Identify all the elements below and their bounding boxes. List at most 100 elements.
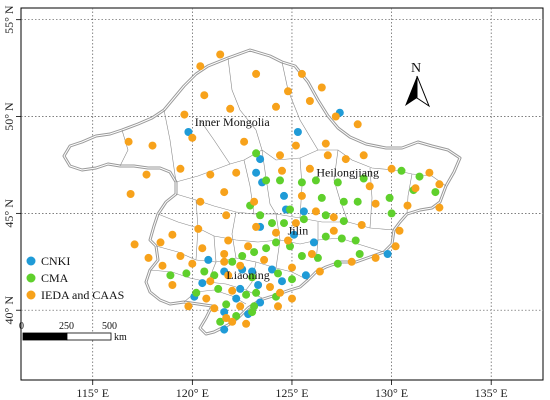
scale-label-250: 250 <box>59 321 74 332</box>
point-ieda-and-caas <box>250 197 259 206</box>
point-cma <box>297 252 306 260</box>
north-arrow-label: N <box>411 61 421 76</box>
point-ieda-and-caas <box>226 104 235 113</box>
latitude-label: 40° N <box>2 296 16 325</box>
point-ieda-and-caas <box>144 253 153 262</box>
region-label-heilongjiang: Heilongjiang <box>316 166 379 180</box>
point-ieda-and-caas <box>220 257 229 266</box>
point-cma <box>182 269 191 278</box>
point-ieda-and-caas <box>224 236 233 245</box>
point-ieda-and-caas <box>176 252 185 260</box>
region-label-jilin: Jilin <box>288 224 309 238</box>
point-cma <box>415 172 424 181</box>
point-cnki <box>184 128 193 136</box>
point-cnki <box>198 279 207 288</box>
point-cma <box>333 259 342 268</box>
point-cma <box>431 188 440 197</box>
point-ieda-and-caas <box>357 221 366 229</box>
point-ieda-and-caas <box>252 222 261 231</box>
point-cma <box>228 257 237 266</box>
point-cnki <box>290 230 298 239</box>
point-ieda-and-caas <box>196 197 205 206</box>
point-cma <box>214 284 223 293</box>
point-cma <box>385 193 394 202</box>
point-ieda-and-caas <box>403 201 412 210</box>
point-ieda-and-caas <box>276 288 284 297</box>
scale-unit: km <box>114 332 127 343</box>
point-cnki <box>256 298 265 307</box>
point-ieda-and-caas <box>307 250 316 258</box>
point-ieda-and-caas <box>305 164 314 173</box>
point-ieda-and-caas <box>222 314 231 322</box>
point-ieda-and-caas <box>315 267 324 276</box>
point-ieda-and-caas <box>387 164 396 173</box>
point-cma <box>268 219 276 228</box>
legend-marker-cma <box>26 273 36 283</box>
point-ieda-and-caas <box>124 137 133 146</box>
point-cnki <box>278 277 286 286</box>
point-ieda-and-caas <box>395 226 404 235</box>
region-label-liaoning: Liaoning <box>226 268 269 282</box>
point-ieda-and-caas <box>224 271 233 280</box>
point-cnki <box>220 325 229 334</box>
point-cma <box>355 250 364 258</box>
point-cma <box>256 211 265 220</box>
point-cma <box>359 174 368 183</box>
point-cma <box>339 197 348 206</box>
point-cma <box>299 215 308 224</box>
point-ieda-and-caas <box>142 170 151 179</box>
northeast-china-outline-inner <box>63 49 461 335</box>
point-ieda-and-caas <box>200 91 209 100</box>
point-ieda-and-caas <box>272 228 280 237</box>
point-ieda-and-caas <box>188 133 197 142</box>
point-ieda-and-caas <box>220 188 229 197</box>
point-cma <box>216 317 225 326</box>
point-ieda-and-caas <box>202 294 211 303</box>
latitude-label: 50° N <box>2 102 16 131</box>
point-cma <box>333 178 342 187</box>
point-cma <box>252 288 261 297</box>
point-cnki <box>383 250 392 258</box>
longitude-label: 130° E <box>375 386 408 400</box>
point-ieda-and-caas <box>176 164 185 173</box>
point-cma <box>166 271 175 280</box>
point-ieda-and-caas <box>188 259 197 268</box>
point-ieda-and-caas <box>411 184 420 193</box>
point-ieda-and-caas <box>353 120 362 129</box>
point-ieda-and-caas <box>196 62 205 71</box>
point-cma <box>238 252 247 260</box>
point-cma <box>387 209 396 218</box>
point-ieda-and-caas <box>329 226 338 235</box>
latitude-label: 55° N <box>2 5 16 34</box>
point-cma <box>351 236 360 245</box>
scale-label-0: 0 <box>19 321 24 332</box>
point-cma <box>250 248 259 257</box>
point-ieda-and-caas <box>266 283 274 291</box>
point-ieda-and-caas <box>291 219 300 228</box>
point-cnki <box>236 284 245 293</box>
point-cnki <box>301 271 310 280</box>
point-ieda-and-caas <box>168 281 177 289</box>
point-ieda-and-caas <box>220 250 229 258</box>
point-cnki <box>309 238 318 247</box>
point-ieda-and-caas <box>278 166 286 175</box>
legend-marker-ieda-caas <box>26 290 36 300</box>
point-cma <box>297 178 306 187</box>
point-ieda-and-caas <box>198 244 207 253</box>
point-cnki <box>293 128 302 136</box>
point-ieda-and-caas <box>272 102 280 111</box>
point-cma <box>286 205 294 214</box>
point-cma <box>353 197 362 206</box>
point-cma <box>242 290 251 299</box>
point-ieda-and-caas <box>284 87 292 96</box>
longitude-label: 120° E <box>176 386 209 400</box>
point-ieda-and-caas <box>236 261 245 270</box>
longitude-label: 125° E <box>275 386 308 400</box>
point-ieda-and-caas <box>148 141 157 150</box>
point-cma <box>311 176 320 185</box>
point-cma <box>339 217 348 226</box>
point-ieda-and-caas <box>158 261 167 270</box>
point-ieda-and-caas <box>347 257 356 266</box>
legend-label-cnki: CNKI <box>41 254 70 268</box>
point-cma <box>200 267 209 276</box>
